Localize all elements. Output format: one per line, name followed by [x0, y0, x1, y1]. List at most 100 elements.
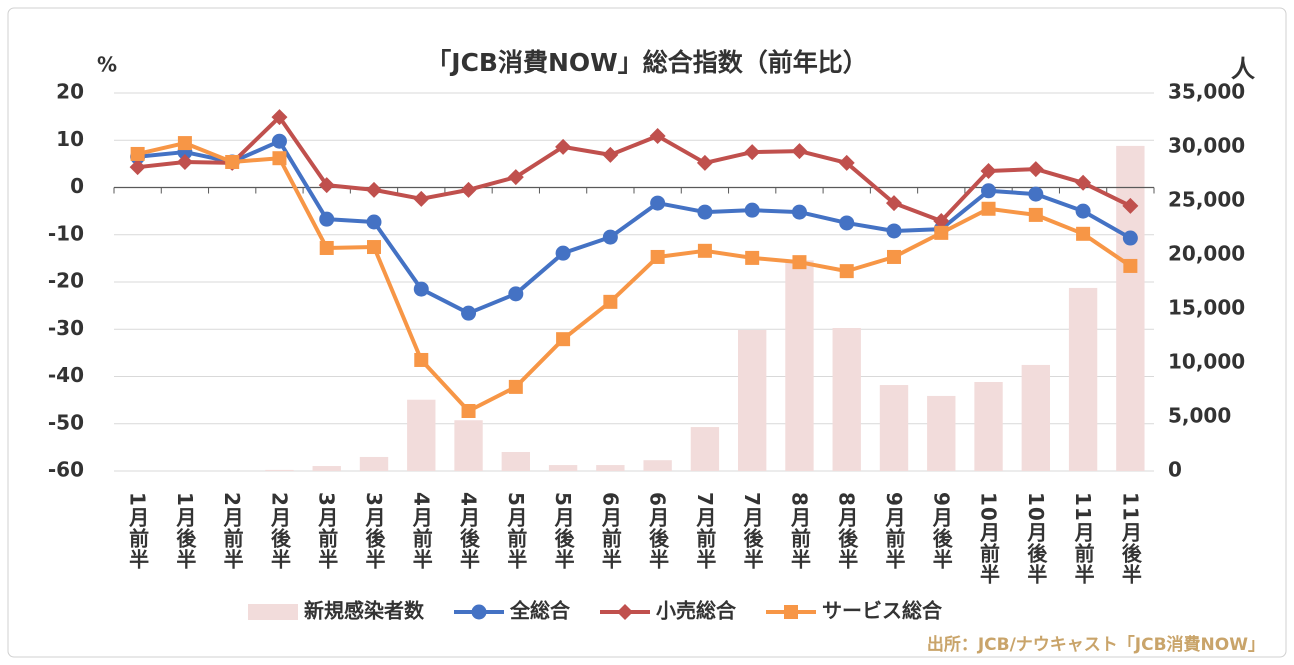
y2-tick-label: 30,000 — [1168, 134, 1245, 158]
marker — [933, 213, 950, 230]
marker — [130, 146, 145, 161]
y2-tick-label: 20,000 — [1168, 242, 1245, 266]
x-tick-label: 8月後半 — [835, 492, 859, 570]
bar — [1068, 287, 1098, 471]
y-axis-label: % — [97, 53, 117, 77]
x-tick-label: 7月前半 — [693, 492, 717, 570]
marker — [980, 162, 997, 179]
y2-tick-label: 5,000 — [1168, 404, 1231, 428]
marker — [650, 195, 666, 211]
source: 出所：JCB/ナウキャスト「JCB消費NOW」 — [927, 634, 1265, 655]
marker — [887, 249, 901, 264]
marker — [507, 169, 524, 186]
marker — [319, 211, 335, 227]
marker — [1028, 186, 1044, 202]
x-tick-label: 10月前半 — [977, 492, 1001, 585]
marker — [272, 151, 287, 166]
marker — [176, 153, 193, 170]
x-tick-label: 2月前半 — [220, 492, 244, 570]
marker — [784, 605, 798, 619]
y2-tick-label: 10,000 — [1168, 350, 1245, 374]
marker — [555, 245, 571, 261]
bar — [596, 465, 625, 471]
marker — [1028, 207, 1043, 222]
marker — [839, 264, 854, 279]
x-tick-label: 3月後半 — [362, 492, 386, 570]
marker — [271, 133, 287, 149]
x-tick-label: 1月後半 — [173, 492, 197, 570]
marker — [617, 604, 633, 620]
marker — [414, 352, 429, 367]
bar — [832, 328, 861, 471]
bar — [454, 420, 483, 471]
x-tick-label: 6月前半 — [598, 492, 622, 570]
marker — [366, 214, 382, 230]
y2-tick-label: 35,000 — [1168, 80, 1245, 104]
line — [137, 141, 1132, 413]
marker — [461, 305, 477, 321]
x-tick-label: 5月前半 — [504, 492, 528, 570]
marker — [319, 240, 334, 255]
x-tick-label: 9月前半 — [882, 492, 906, 570]
marker — [839, 215, 855, 231]
y-tick-label: -20 — [48, 269, 84, 293]
marker — [602, 229, 618, 245]
x-tick-label: 5月後半 — [551, 492, 575, 570]
marker — [1075, 203, 1091, 219]
line — [137, 139, 1132, 316]
marker — [129, 159, 146, 176]
marker — [471, 604, 487, 620]
marker — [460, 181, 477, 198]
x-tick-label: 6月後半 — [646, 492, 670, 570]
marker — [177, 136, 192, 151]
marker — [650, 249, 665, 264]
marker — [744, 202, 760, 218]
legend-swatch — [248, 604, 298, 620]
marker — [367, 240, 381, 255]
marker — [1122, 197, 1139, 214]
marker — [886, 195, 902, 212]
marker — [603, 294, 618, 309]
marker — [1027, 161, 1044, 178]
marker — [934, 225, 949, 240]
frame — [7, 7, 1287, 658]
marker — [649, 127, 666, 144]
bar — [501, 451, 530, 471]
marker — [696, 154, 713, 171]
bar — [974, 382, 1003, 471]
x-tick-label: 4月後半 — [457, 492, 481, 570]
x-tick-label: 1月前半 — [126, 492, 150, 570]
marker — [744, 144, 761, 161]
legend-label: 小売総合 — [656, 599, 737, 623]
y2-tick-label: 0 — [1168, 458, 1182, 482]
x-tick-label: 11月前半 — [1071, 492, 1095, 585]
bar — [548, 465, 578, 471]
bar — [1021, 364, 1050, 471]
bar — [643, 460, 672, 471]
marker — [508, 286, 524, 302]
marker — [697, 204, 713, 220]
legend-label: 全総合 — [509, 599, 571, 623]
x-tick-label: 7月後半 — [740, 492, 764, 570]
marker — [981, 183, 997, 199]
marker — [413, 281, 429, 297]
x-tick-label: 3月前半 — [315, 492, 339, 570]
y-tick-label: -10 — [48, 221, 84, 245]
marker — [1075, 174, 1092, 191]
marker — [1122, 230, 1138, 246]
x-tick-label: 4月前半 — [409, 492, 433, 570]
x-tick-label: 10月後半 — [1024, 492, 1048, 585]
legend-label: サービス総合 — [822, 599, 943, 623]
marker — [318, 177, 335, 194]
marker — [602, 146, 619, 163]
marker — [791, 143, 808, 160]
marker — [366, 181, 382, 198]
marker — [838, 154, 855, 171]
marker — [271, 109, 288, 126]
marker — [555, 138, 572, 155]
bar — [738, 329, 767, 471]
bar — [265, 469, 294, 471]
y-tick-label: 20 — [56, 80, 84, 104]
marker — [886, 223, 902, 239]
